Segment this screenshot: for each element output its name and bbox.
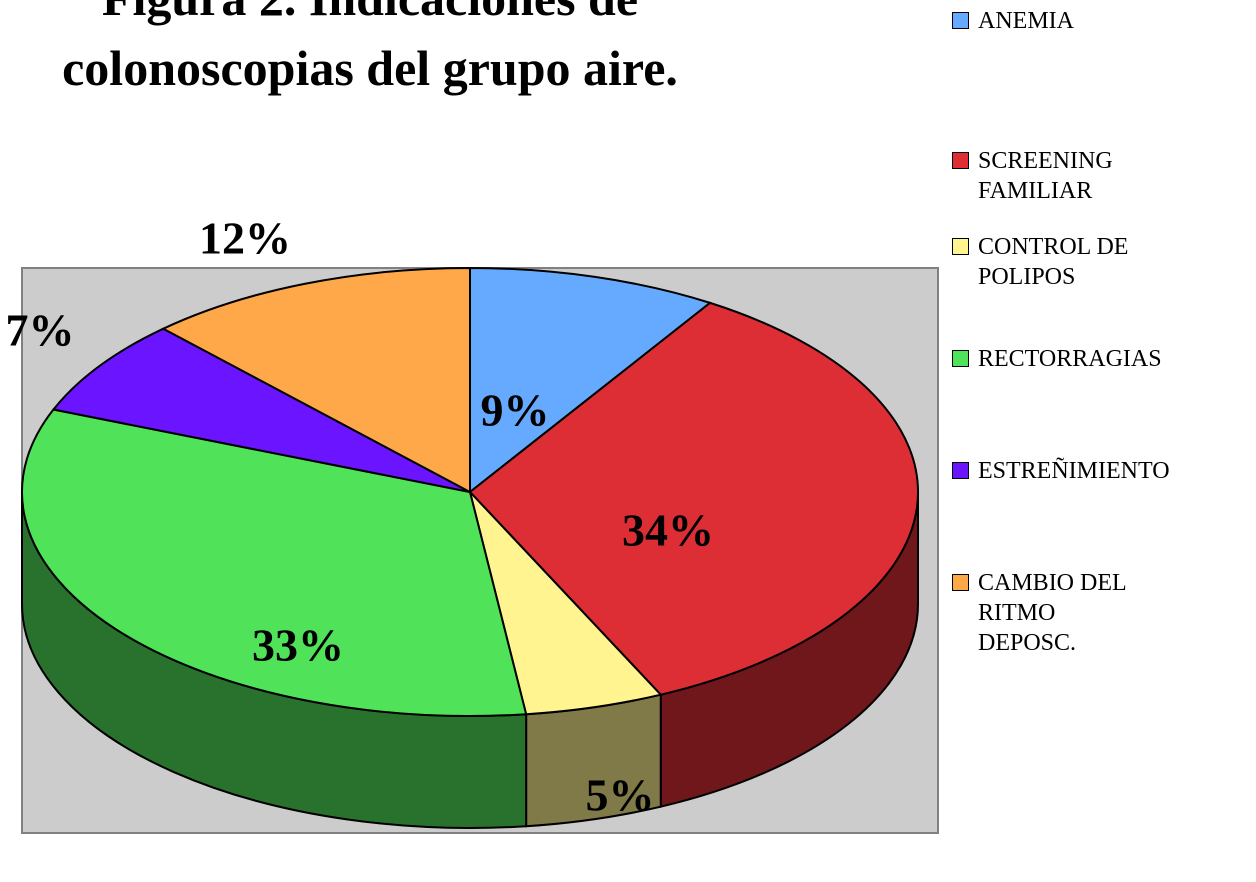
legend-swatch xyxy=(952,152,969,169)
legend-label: SCREENING FAMILIAR xyxy=(978,148,1113,204)
legend-label: CAMBIO DEL RITMO DEPOSC. xyxy=(978,570,1126,656)
legend-item: ESTREÑIMIENTO xyxy=(952,456,1256,486)
slice xyxy=(468,301,919,696)
slice xyxy=(469,266,713,495)
slice xyxy=(161,266,471,494)
legend-label: ANEMIA xyxy=(978,8,1074,34)
slice xyxy=(21,408,528,717)
legend-swatch xyxy=(952,462,969,479)
legend-item: CONTROL DE POLIPOS xyxy=(952,232,1256,292)
legend-item: CAMBIO DEL RITMO DEPOSC. xyxy=(952,568,1256,658)
legend-item: ANEMIA xyxy=(952,6,1256,36)
data-label: 12% xyxy=(199,213,291,264)
chart-title: colonoscopias del grupo aire. xyxy=(62,40,678,96)
legend-swatch xyxy=(952,238,969,255)
legend-label: CONTROL DE POLIPOS xyxy=(978,234,1129,290)
data-label: 34% xyxy=(622,505,714,556)
chart-title: Figura 2. Indicaciones de xyxy=(102,0,638,26)
slice xyxy=(51,327,471,493)
legend-swatch xyxy=(952,12,969,29)
legend-swatch xyxy=(952,574,969,591)
data-label: 33% xyxy=(252,620,344,671)
data-label: 7% xyxy=(6,305,75,356)
legend-item: SCREENING FAMILIAR xyxy=(952,146,1256,206)
legend-swatch xyxy=(952,350,969,367)
legend-label: ESTREÑIMIENTO xyxy=(978,458,1170,484)
data-label: 5% xyxy=(586,770,655,821)
data-label: 9% xyxy=(481,385,550,436)
legend-item: RECTORRAGIAS xyxy=(952,344,1256,374)
legend-label: RECTORRAGIAS xyxy=(978,346,1162,372)
